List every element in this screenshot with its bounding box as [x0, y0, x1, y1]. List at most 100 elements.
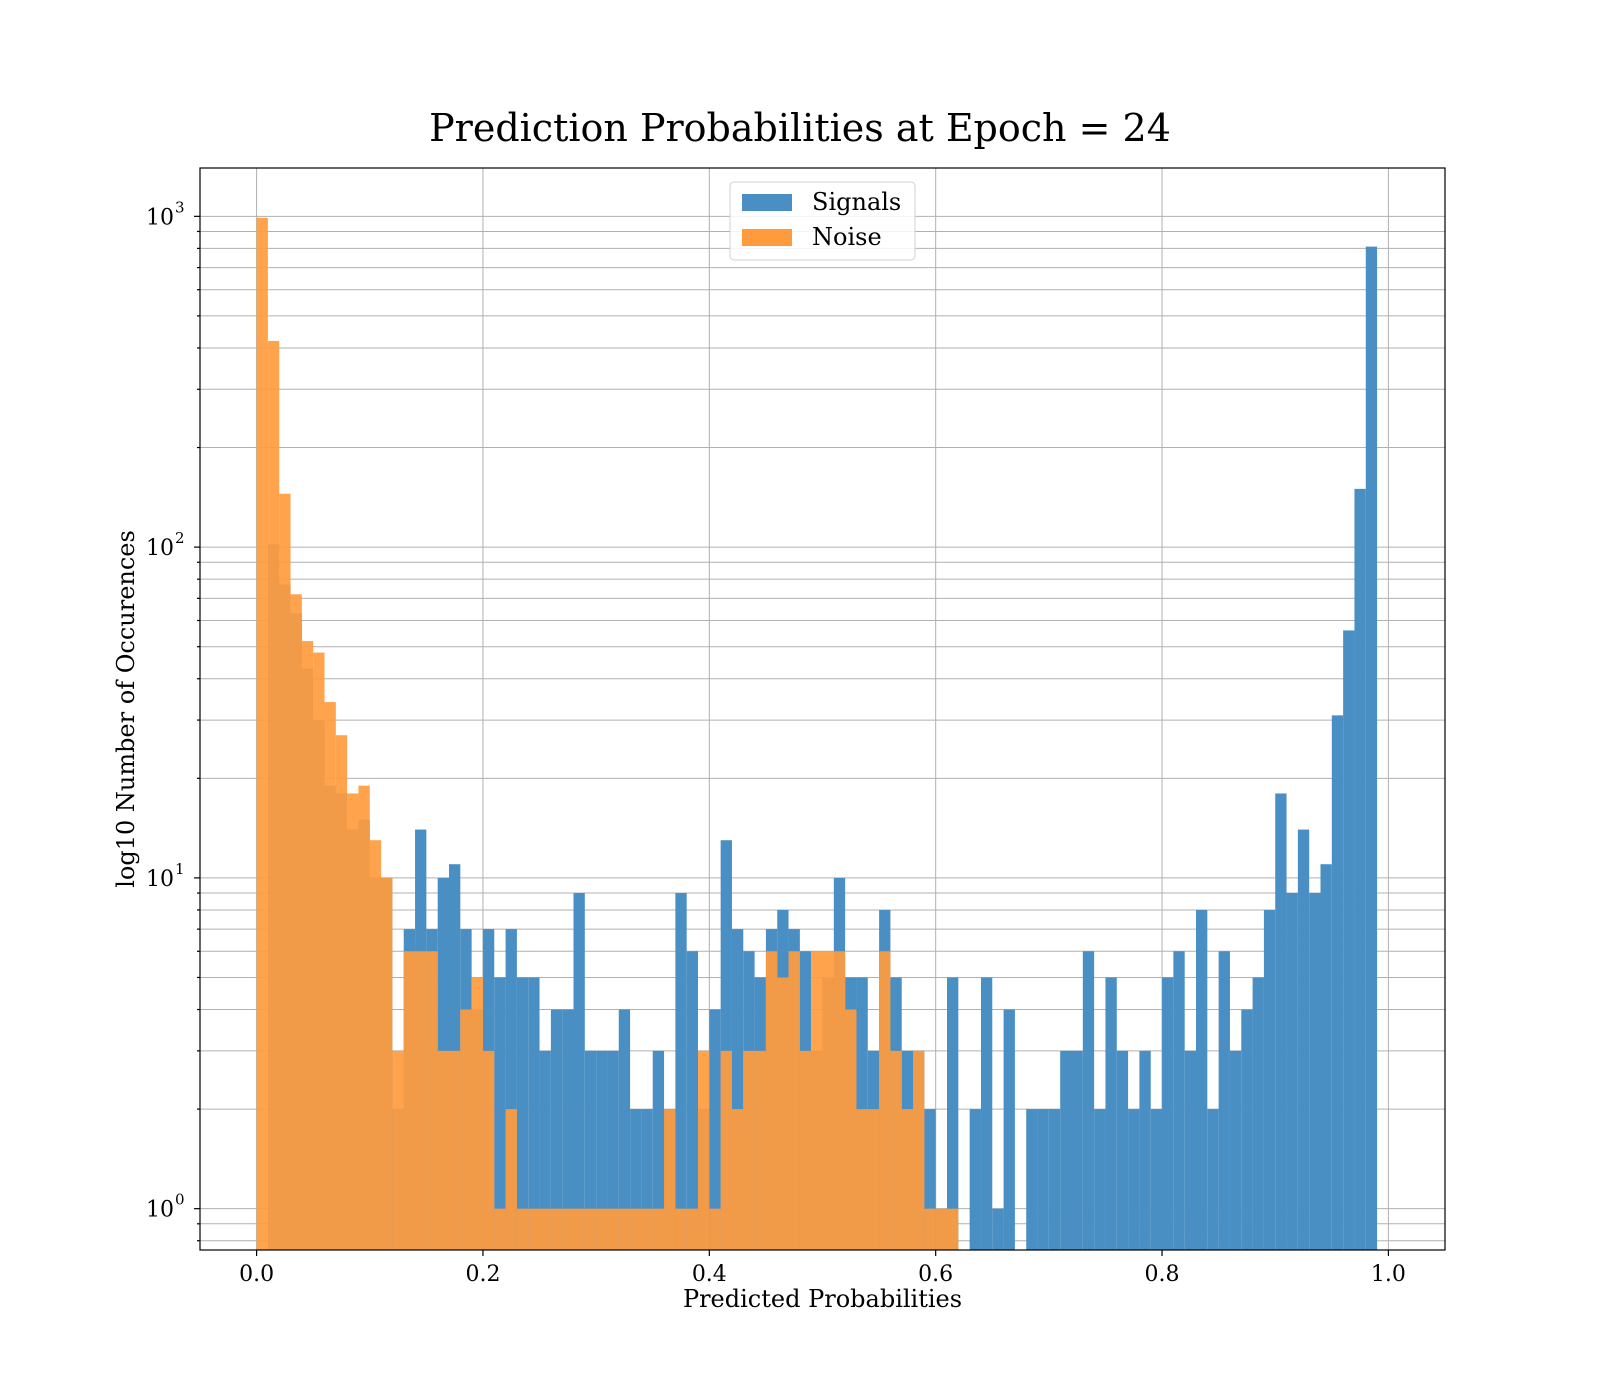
bar-noise-60: [935, 1208, 947, 1250]
y-tick-exponent: 0: [175, 1191, 185, 1209]
bar-signals-61: [947, 977, 959, 1250]
bar-noise-46: [777, 977, 789, 1250]
bar-signals-41: [720, 840, 732, 1250]
legend-label-signals: Signals: [812, 188, 901, 216]
noise-bars: [256, 217, 959, 1250]
bar-signals-24: [528, 977, 540, 1250]
bar-signals-78: [1139, 1050, 1151, 1250]
bar-noise-37: [675, 1208, 687, 1250]
bar-signals-66: [1003, 1009, 1015, 1250]
bar-signals-37: [675, 893, 687, 1250]
bar-signals-30: [596, 1050, 608, 1250]
bar-noise-17: [449, 1050, 461, 1250]
plot-frame: [199, 167, 1446, 1251]
bar-signals-63: [969, 1109, 981, 1250]
bar-signals-28: [573, 893, 585, 1250]
y-tick-label: 10: [146, 205, 174, 230]
bar-noise-43: [743, 1050, 755, 1250]
bar-signals-40: [709, 1009, 721, 1250]
bar-signals-42: [731, 929, 744, 1250]
y-tick-label: 10: [146, 1198, 174, 1223]
bar-noise-36: [664, 1109, 676, 1250]
bar-noise-25: [539, 1208, 551, 1250]
bar-noise-55: [879, 951, 891, 1250]
bar-signals-64: [980, 977, 993, 1250]
bar-signals-76: [1116, 1050, 1129, 1250]
bar-noise-45: [765, 951, 778, 1250]
bar-noise-44: [754, 1050, 766, 1250]
bar-noise-40: [709, 1208, 721, 1250]
bar-noise-47: [788, 951, 800, 1250]
bar-signals-96: [1343, 630, 1355, 1250]
bar-signals-87: [1241, 1009, 1253, 1250]
bar-signals-71: [1060, 1050, 1072, 1250]
x-tick-label: 0.0: [239, 1262, 274, 1287]
legend: Signals Noise: [729, 181, 916, 261]
bar-signals-95: [1331, 715, 1344, 1250]
bar-noise-5: [313, 652, 325, 1250]
bar-signals-84: [1207, 1109, 1219, 1250]
bar-signals-34: [641, 1109, 653, 1250]
y-tick-label: 10: [146, 536, 174, 561]
bar-signals-68: [1026, 1109, 1038, 1250]
bar-signals-29: [584, 1050, 597, 1250]
bar-noise-30: [596, 1208, 608, 1250]
bar-noise-14: [415, 951, 427, 1250]
bar-noise-33: [630, 1208, 642, 1250]
bar-signals-81: [1173, 951, 1185, 1250]
bar-noise-15: [426, 951, 438, 1250]
bar-noise-0: [256, 217, 268, 1250]
bar-signals-74: [1094, 1109, 1106, 1250]
bar-noise-31: [607, 1208, 619, 1250]
bar-signals-89: [1263, 909, 1276, 1250]
bar-signals-85: [1218, 951, 1230, 1250]
x-tick-label: 0.4: [692, 1262, 727, 1287]
bar-signals-21: [494, 977, 506, 1250]
y-axis-label: log10 Number of Occurences: [112, 530, 140, 888]
bar-noise-61: [947, 1208, 959, 1250]
bar-signals-79: [1150, 1109, 1163, 1250]
bar-signals-98: [1365, 246, 1378, 1250]
bar-signals-59: [924, 1109, 936, 1250]
bar-signals-31: [607, 1050, 619, 1250]
bar-signals-35: [652, 1050, 665, 1250]
bar-signals-69: [1037, 1109, 1049, 1250]
bar-noise-35: [652, 1208, 665, 1250]
bar-signals-97: [1354, 488, 1366, 1250]
bar-noise-22: [505, 1109, 517, 1250]
bar-signals-94: [1320, 864, 1332, 1250]
bar-noise-10: [369, 840, 382, 1250]
bar-signals-33: [630, 1109, 642, 1250]
x-tick-label: 1.0: [1371, 1262, 1406, 1287]
bar-signals-73: [1082, 951, 1095, 1250]
bar-signals-23: [516, 977, 529, 1250]
x-tick-label: 0.8: [1145, 1262, 1180, 1287]
x-axis-ticks: 0.0 0.2 0.4 0.6 0.8 1.0: [239, 1250, 1406, 1287]
bar-noise-59: [924, 1208, 936, 1250]
bar-signals-83: [1196, 909, 1208, 1250]
bar-noise-4: [301, 641, 314, 1250]
bar-noise-16: [437, 1050, 449, 1250]
bar-signals-75: [1105, 977, 1117, 1250]
bar-signals-80: [1162, 977, 1174, 1250]
bar-noise-8: [347, 793, 359, 1250]
bar-noise-19: [471, 977, 483, 1250]
bar-signals-25: [539, 1050, 551, 1250]
bar-signals-91: [1286, 893, 1298, 1250]
bar-noise-53: [856, 1109, 868, 1250]
bar-noise-54: [867, 1109, 880, 1250]
bar-noise-58: [913, 1050, 925, 1250]
bar-signals-90: [1275, 793, 1287, 1250]
x-tick-label: 0.2: [465, 1262, 500, 1287]
bar-noise-7: [335, 735, 348, 1250]
legend-label-noise: Noise: [812, 223, 882, 251]
y-tick-exponent: 1: [175, 860, 185, 878]
bar-noise-21: [494, 1208, 506, 1250]
bar-noise-3: [290, 594, 302, 1250]
legend-swatch-noise: [742, 229, 792, 246]
bar-noise-2: [279, 493, 291, 1250]
bar-noise-32: [618, 1208, 631, 1250]
bar-noise-57: [901, 1109, 914, 1250]
bar-signals-82: [1184, 1050, 1196, 1250]
bar-signals-92: [1297, 829, 1310, 1250]
